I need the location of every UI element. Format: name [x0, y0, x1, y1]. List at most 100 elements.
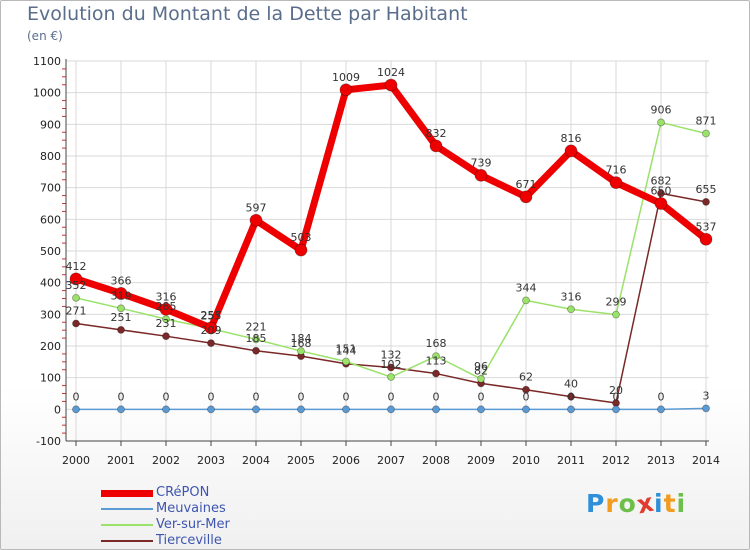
data-label: 716 [606, 164, 627, 177]
x-tick-label: 2012 [602, 454, 630, 467]
data-point [432, 405, 440, 414]
data-point [474, 168, 488, 182]
data-label: 682 [651, 174, 672, 187]
data-point [207, 405, 215, 414]
x-tick-label: 2008 [422, 454, 450, 467]
grid-lines [66, 60, 709, 442]
data-point [432, 352, 440, 361]
data-point [522, 385, 530, 394]
y-tick-label: 500 [40, 245, 61, 258]
data-label: 184 [291, 332, 312, 345]
data-label: 185 [246, 332, 267, 345]
y-tick-label: 100 [40, 372, 61, 385]
logo-letter: i [654, 489, 664, 518]
data-point [294, 243, 308, 257]
axes: 110010009008007006005004003002001000-100… [33, 55, 720, 467]
y-tick-label: 600 [40, 213, 61, 226]
data-point [297, 405, 305, 414]
data-label: 0 [118, 390, 125, 403]
data-label: 102 [381, 358, 402, 371]
data-point [339, 83, 353, 97]
data-label: 316 [156, 290, 177, 303]
data-point [114, 287, 128, 300]
data-point [522, 296, 530, 305]
data-label: 344 [516, 281, 537, 294]
data-label: 20 [609, 384, 623, 397]
data-point [159, 302, 173, 316]
data-label: 0 [658, 390, 665, 403]
data-point [567, 305, 575, 314]
data-label: 1024 [377, 66, 405, 79]
chart-unit-label: (en €) [27, 29, 63, 43]
data-label: 0 [388, 390, 395, 403]
data-label: 0 [343, 390, 350, 403]
data-label: 40 [564, 378, 578, 391]
x-tick-label: 2005 [287, 454, 315, 467]
data-label: 255 [201, 310, 222, 323]
x-tick-label: 2002 [152, 454, 180, 467]
data-label: 671 [516, 178, 537, 191]
legend-label: CRéPON [156, 485, 210, 500]
data-label: 352 [66, 279, 87, 292]
data-label: 0 [163, 390, 170, 403]
data-label: 816 [561, 132, 582, 145]
data-label: 0 [208, 390, 215, 403]
data-label: 0 [613, 390, 620, 403]
data-label: 0 [478, 390, 485, 403]
legend-swatch [101, 508, 153, 510]
data-label: 655 [696, 183, 717, 196]
x-tick-label: 2014 [692, 454, 720, 467]
data-label: 221 [246, 320, 267, 333]
data-label: 739 [471, 156, 492, 169]
data-point [702, 404, 710, 413]
data-point [477, 405, 485, 414]
data-point [69, 272, 83, 286]
x-tick-label: 2006 [332, 454, 360, 467]
data-label: 366 [111, 274, 132, 287]
y-tick-label: 400 [40, 277, 61, 290]
data-label: 271 [66, 305, 87, 318]
y-tick-label: 300 [40, 308, 61, 321]
data-label: 0 [568, 390, 575, 403]
data-label: 96 [474, 360, 488, 373]
data-point [387, 405, 395, 414]
y-tick-label: 700 [40, 182, 61, 195]
data-label: 0 [433, 390, 440, 403]
data-label: 3 [703, 389, 710, 402]
data-label: 0 [298, 390, 305, 403]
y-tick-label: 800 [40, 150, 61, 163]
legend-swatch [101, 540, 153, 542]
data-label: 0 [523, 390, 530, 403]
data-point [249, 213, 263, 227]
data-point [564, 144, 578, 158]
data-point [252, 346, 260, 355]
y-tick-label: 0 [54, 403, 61, 416]
data-point [702, 129, 710, 138]
data-label: 168 [291, 337, 312, 350]
data-point [297, 347, 305, 355]
x-tick-label: 2001 [107, 454, 135, 467]
series-lines [69, 78, 713, 414]
data-label: 151 [336, 343, 357, 356]
data-label: 285 [156, 300, 177, 313]
data-point [387, 373, 395, 381]
x-tick-label: 2013 [647, 454, 675, 467]
data-point [567, 405, 575, 414]
data-point [342, 405, 350, 414]
y-tick-label: 1100 [33, 55, 61, 68]
data-label: 0 [73, 390, 80, 403]
data-label: 1009 [332, 71, 360, 84]
data-label: 316 [561, 290, 582, 303]
data-point [72, 405, 80, 414]
logo-letter: o [618, 489, 637, 518]
data-label: 597 [246, 201, 267, 214]
data-point [252, 335, 260, 344]
data-label: 299 [606, 296, 627, 309]
data-point [162, 315, 170, 323]
data-label: 319 [111, 289, 132, 302]
data-point [657, 118, 665, 127]
data-label: 144 [336, 345, 357, 358]
chart-title: Evolution du Montant de la Dette par Hab… [27, 3, 468, 25]
